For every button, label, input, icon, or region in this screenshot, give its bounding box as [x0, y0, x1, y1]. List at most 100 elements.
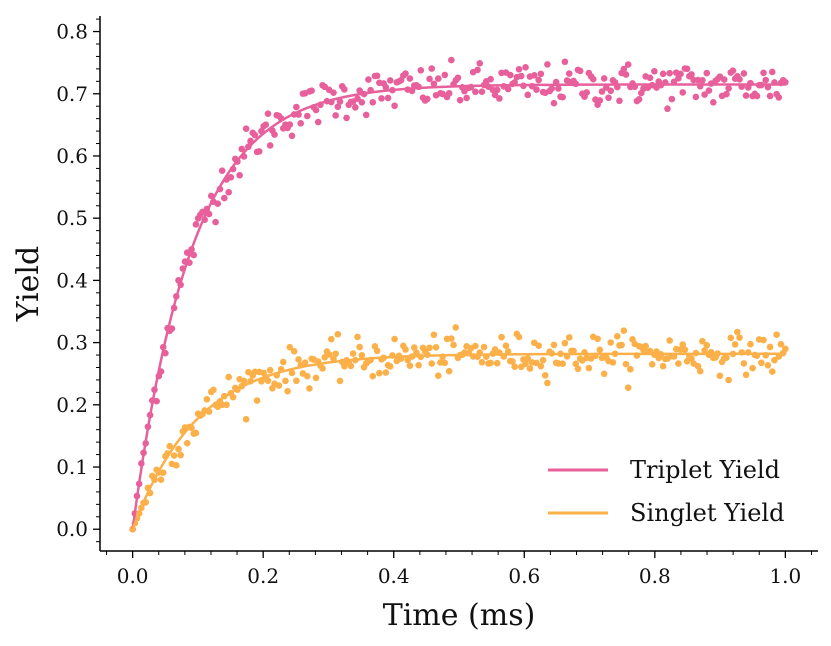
data-point-triplet: [373, 72, 381, 80]
data-point-triplet: [487, 75, 494, 83]
data-point-singlet: [301, 359, 309, 367]
data-point-singlet: [511, 363, 518, 371]
x-tick-label: 1.0: [769, 564, 801, 588]
legend-label-triplet: Triplet Yield: [630, 456, 780, 484]
data-point-singlet: [725, 376, 732, 384]
data-point-triplet: [225, 188, 232, 196]
data-point-triplet: [548, 85, 556, 92]
data-point-singlet: [445, 367, 453, 375]
data-point-triplet: [430, 80, 438, 88]
data-point-triplet: [334, 103, 342, 111]
data-point-singlet: [570, 347, 577, 355]
data-point-singlet: [758, 359, 765, 367]
data-point-singlet: [441, 359, 449, 367]
data-point-singlet: [413, 349, 420, 356]
data-point-singlet: [157, 476, 165, 484]
data-point-triplet: [524, 91, 532, 99]
x-axis-title: Time (ms): [383, 598, 536, 633]
data-point-triplet: [303, 112, 311, 120]
x-tick-label: 0.2: [247, 564, 279, 588]
data-point-triplet: [332, 112, 339, 119]
data-point-singlet: [386, 363, 394, 370]
data-point-singlet: [354, 333, 361, 341]
data-point-singlet: [253, 397, 261, 404]
data-point-singlet: [373, 347, 381, 355]
data-point-singlet: [760, 336, 767, 344]
data-point-triplet: [723, 90, 730, 98]
fit-lines: [131, 83, 786, 530]
data-point-singlet: [229, 393, 237, 401]
data-point-triplet: [725, 85, 732, 92]
data-point-triplet: [402, 70, 409, 77]
data-point-triplet: [533, 86, 540, 93]
data-point-singlet: [450, 341, 457, 349]
data-point-triplet: [692, 93, 700, 101]
data-point-triplet: [710, 99, 717, 106]
data-point-singlet: [334, 330, 342, 338]
data-point-singlet: [544, 379, 551, 387]
data-point-triplet: [221, 194, 228, 202]
data-point-singlet: [415, 361, 422, 369]
data-point-triplet: [236, 171, 243, 179]
data-point-triplet: [493, 86, 501, 94]
data-point-triplet: [255, 148, 263, 155]
data-point-singlet: [332, 350, 339, 358]
data-point-triplet: [651, 67, 658, 75]
data-point-singlet: [600, 370, 608, 378]
data-point-triplet: [463, 94, 470, 102]
data-point-singlet: [559, 360, 566, 367]
data-point-singlet: [736, 334, 743, 341]
data-point-triplet: [688, 71, 695, 78]
data-point-triplet: [242, 125, 250, 132]
data-point-singlet: [349, 350, 357, 357]
data-point-singlet: [203, 395, 211, 403]
data-point-singlet: [607, 339, 615, 346]
data-point-singlet: [406, 362, 414, 369]
data-point-triplet: [760, 69, 767, 77]
data-point-singlet: [585, 364, 593, 372]
data-point-singlet: [565, 334, 573, 341]
data-point-triplet: [168, 325, 176, 332]
data-point-singlet: [170, 452, 178, 459]
data-point-triplet: [768, 68, 776, 76]
data-point-singlet: [509, 358, 516, 365]
data-point-triplet: [664, 105, 671, 113]
data-point-triplet: [576, 67, 584, 75]
data-point-singlet: [594, 335, 601, 343]
data-point-singlet: [734, 328, 741, 336]
data-point-singlet: [452, 324, 460, 331]
data-point-triplet: [550, 99, 558, 107]
data-point-singlet: [295, 356, 302, 363]
data-point-triplet: [378, 95, 385, 102]
data-point-triplet: [251, 131, 259, 139]
data-point-triplet: [336, 98, 344, 105]
data-point-triplet: [535, 76, 542, 84]
data-point-triplet: [504, 85, 512, 93]
data-point-triplet: [522, 64, 529, 71]
data-point-triplet: [356, 87, 363, 94]
data-point-singlet: [303, 372, 311, 380]
data-point-singlet: [264, 377, 272, 384]
data-point-triplet: [607, 87, 615, 95]
fit-line-singlet: [131, 352, 786, 530]
data-point-triplet: [212, 218, 219, 226]
data-point-triplet: [448, 56, 455, 64]
data-point-singlet: [319, 365, 326, 372]
data-point-triplet: [600, 75, 608, 82]
data-point-singlet: [782, 345, 789, 353]
data-point-singlet: [282, 377, 289, 385]
data-point-singlet: [688, 355, 695, 362]
data-point-triplet: [762, 76, 770, 84]
data-point-triplet: [391, 102, 398, 110]
data-point-singlet: [596, 346, 604, 354]
data-point-singlet: [716, 372, 724, 380]
legend: Triplet Yield Singlet Yield: [548, 456, 784, 527]
data-point-singlet: [275, 382, 283, 389]
legend-label-singlet: Singlet Yield: [630, 499, 784, 527]
data-point-triplet: [382, 84, 390, 91]
data-point-triplet: [517, 72, 525, 80]
data-point-triplet: [238, 145, 246, 153]
data-point-singlet: [747, 340, 754, 348]
data-point-singlet: [175, 445, 182, 453]
data-point-triplet: [426, 75, 433, 83]
